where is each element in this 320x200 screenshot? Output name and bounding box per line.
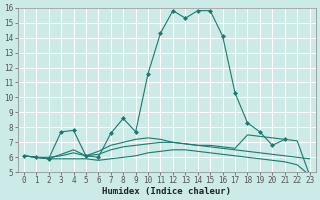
X-axis label: Humidex (Indice chaleur): Humidex (Indice chaleur) (102, 187, 231, 196)
